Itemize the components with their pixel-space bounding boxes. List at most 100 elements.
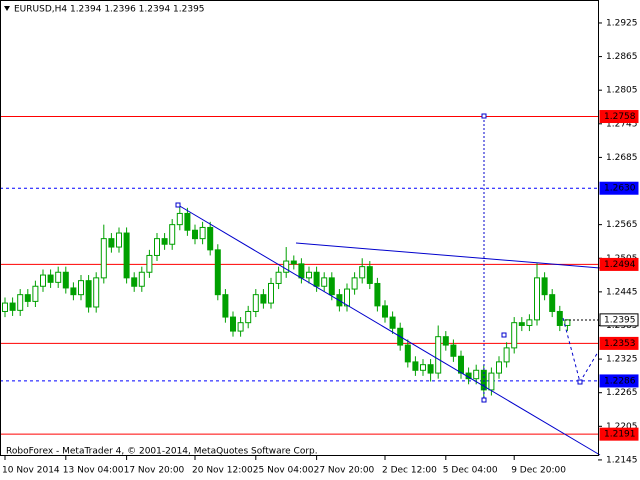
level-label-box bbox=[599, 257, 639, 271]
chart-title: EURUSD,H4 1.2394 1.2396 1.2394 1.2395 bbox=[14, 5, 205, 15]
candle-body bbox=[275, 271, 282, 284]
candle-body bbox=[230, 316, 236, 332]
candle-body bbox=[268, 282, 274, 304]
candle-body bbox=[237, 322, 244, 332]
y-tick-label: 1.2865 bbox=[606, 52, 638, 62]
level-labels: 1.2758 1.2630 1.2494 1.2395 1.2353 1.2286 1.21… bbox=[599, 110, 639, 441]
y-tick-label: 1.2925 bbox=[606, 18, 638, 28]
candle-body bbox=[93, 277, 100, 308]
level-label-box bbox=[599, 427, 639, 441]
candle-body bbox=[184, 212, 191, 231]
candle-body bbox=[85, 280, 92, 308]
trend-line bbox=[295, 242, 601, 269]
menu-icon bbox=[4, 6, 10, 11]
candle-body bbox=[526, 319, 533, 326]
candle-body bbox=[62, 271, 69, 289]
x-tick-label: 17 Nov 20:00 bbox=[124, 466, 185, 476]
candle-body bbox=[47, 274, 54, 283]
candle-body bbox=[344, 288, 350, 307]
y-tick-label: 1.2265 bbox=[606, 388, 638, 398]
plot-frame bbox=[0, 0, 599, 456]
candle-body bbox=[541, 277, 548, 296]
candle-body bbox=[222, 294, 229, 318]
candle-body bbox=[313, 271, 320, 287]
candle-body bbox=[306, 271, 312, 279]
candle-body bbox=[556, 310, 563, 326]
candle-body bbox=[496, 361, 502, 374]
level-label: 1.2286 bbox=[604, 376, 636, 386]
y-tick-label: 1.2205 bbox=[606, 422, 638, 432]
candle-body bbox=[55, 271, 62, 283]
candle-body bbox=[435, 336, 442, 374]
candle-body bbox=[328, 277, 335, 296]
level-label-box bbox=[599, 110, 639, 124]
candle-body bbox=[382, 305, 388, 318]
candle-body bbox=[192, 229, 198, 240]
candle-body bbox=[321, 277, 328, 287]
candle-body bbox=[207, 226, 214, 251]
marker bbox=[175, 202, 181, 208]
candle-body bbox=[290, 260, 297, 265]
candle-body bbox=[511, 322, 518, 349]
marker bbox=[577, 379, 583, 385]
candle-body bbox=[518, 322, 525, 326]
level-label: 1.2353 bbox=[604, 339, 636, 349]
candle-body bbox=[108, 238, 115, 248]
time-axis: 10 Nov 2014 13 Nov 04:00 17 Nov 20:00 20 No… bbox=[2, 456, 566, 476]
candle-body bbox=[70, 287, 77, 296]
x-tick-label: 20 Nov 12:00 bbox=[192, 466, 253, 476]
level-label: 1.2494 bbox=[604, 260, 636, 270]
candle-body bbox=[138, 271, 145, 287]
x-tick-label: 10 Nov 2014 bbox=[2, 466, 60, 476]
candle-body bbox=[78, 280, 84, 296]
y-tick-label: 1.2445 bbox=[606, 287, 638, 297]
candle-body bbox=[245, 310, 252, 324]
level-label-box bbox=[599, 181, 639, 195]
candle-body bbox=[503, 347, 510, 363]
y-tick-label: 1.2745 bbox=[606, 119, 638, 129]
candle-body bbox=[404, 344, 411, 363]
footer: RoboForex - MetaTrader 4, © 2001-2014, M… bbox=[6, 447, 318, 457]
level-label: 1.2395 bbox=[604, 315, 636, 325]
candle-body bbox=[214, 249, 221, 296]
candle-body bbox=[283, 260, 290, 273]
y-tick-label: 1.2565 bbox=[606, 220, 638, 230]
candle-body bbox=[427, 364, 434, 374]
levels bbox=[0, 116, 598, 435]
candle-body bbox=[260, 294, 267, 304]
candle-body bbox=[24, 294, 31, 302]
y-tick-label: 1.2805 bbox=[606, 86, 638, 96]
candle-body bbox=[146, 254, 153, 273]
trend-line bbox=[177, 204, 601, 456]
candle-body bbox=[252, 294, 259, 312]
candle-body bbox=[420, 364, 426, 371]
candle-body bbox=[123, 232, 130, 279]
marker bbox=[481, 397, 487, 403]
candle-body bbox=[458, 355, 464, 374]
candle-body bbox=[549, 294, 556, 312]
level-label-box bbox=[599, 374, 639, 388]
level-label: 1.2758 bbox=[604, 112, 636, 122]
level-label-box bbox=[599, 313, 639, 327]
candle-body bbox=[169, 224, 176, 245]
candle-body bbox=[199, 226, 206, 240]
candle-body bbox=[412, 361, 419, 371]
candle-body bbox=[100, 238, 107, 279]
candle-body bbox=[473, 369, 480, 380]
candle-body bbox=[389, 316, 396, 329]
marker bbox=[501, 332, 507, 338]
candle-body bbox=[9, 302, 16, 311]
candle-body bbox=[154, 238, 160, 256]
candle-body bbox=[534, 277, 540, 321]
candle-body bbox=[116, 232, 122, 248]
candle-body bbox=[488, 372, 495, 391]
drawings bbox=[175, 113, 601, 456]
y-tick-label: 1.2145 bbox=[606, 455, 638, 465]
candle-body bbox=[131, 277, 138, 287]
candle-body bbox=[40, 274, 46, 287]
level-label: 1.2630 bbox=[604, 184, 636, 194]
x-tick-label: 27 Nov 20:00 bbox=[314, 466, 375, 476]
candle-body bbox=[298, 263, 305, 279]
